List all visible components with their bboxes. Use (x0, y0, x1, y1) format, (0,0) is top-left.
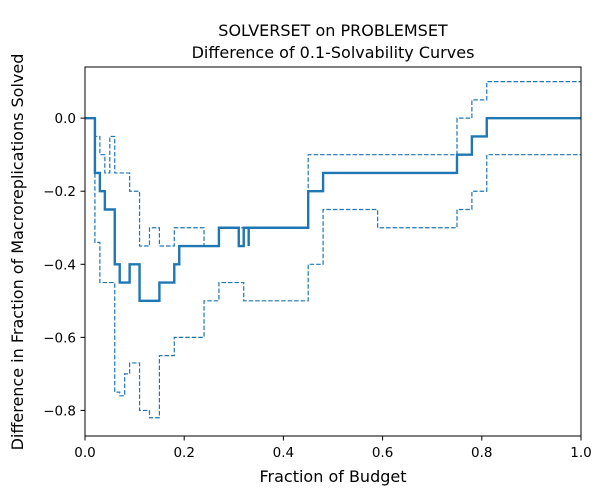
x-tick-label: 0.4 (273, 445, 294, 461)
series-line-dashed-2 (85, 117, 581, 419)
series-line-dashed-1 (85, 81, 581, 247)
x-tick-label: 0.6 (372, 445, 393, 461)
plot-frame (84, 66, 582, 437)
y-tick-label: −0.6 (43, 330, 76, 346)
y-tick-label: 0.0 (55, 111, 76, 127)
x-tick-label: 0.0 (74, 445, 95, 461)
tick-layer: 0.0 0.2 0.4 0.6 0.8 1.0 0.0 −0.2 −0.4 −0.6 −0.8 (43, 111, 592, 461)
x-axis-label: Fraction of Budget (259, 467, 406, 486)
chart-title-line2: Difference of 0.1-Solvability Curves (192, 43, 475, 62)
x-tick-label: 0.2 (173, 445, 194, 461)
series-line-solid (85, 116, 581, 303)
chart-title-line1: SOLVERSET on PROBLEMSET (218, 21, 448, 40)
y-axis-label: Difference in Fraction of Macroreplicati… (8, 54, 27, 451)
x-tick-label: 1.0 (570, 445, 591, 461)
x-tick-label: 0.8 (471, 445, 492, 461)
y-tick-label: −0.8 (43, 403, 76, 419)
y-tick-label: −0.4 (43, 257, 76, 273)
y-tick-label: −0.2 (43, 184, 76, 200)
series-layer (85, 81, 581, 419)
